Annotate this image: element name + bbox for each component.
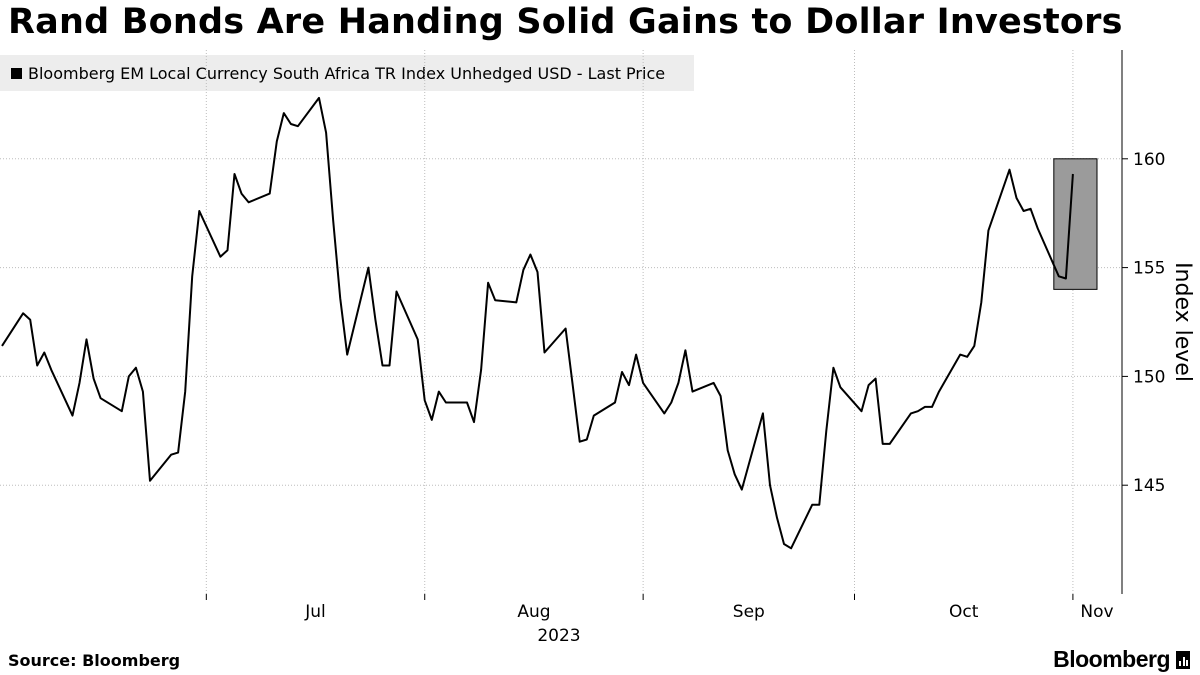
series-line xyxy=(1,96,1074,550)
x-tick-label: Aug xyxy=(517,602,550,622)
x-year-label: 2023 xyxy=(537,626,580,646)
x-tick-label: Sep xyxy=(733,602,765,622)
x-tick-label: Jul xyxy=(304,602,326,622)
bloomberg-terminal-icon xyxy=(1176,650,1190,669)
x-tick-label: Nov xyxy=(1080,602,1113,622)
highlight-box xyxy=(1053,158,1098,290)
y-tick-label: 160 xyxy=(1133,150,1165,170)
x-tick-label: Oct xyxy=(949,602,979,622)
y-tick-label: 150 xyxy=(1133,367,1165,387)
y-tick-label: 155 xyxy=(1133,259,1165,279)
brand-name: Bloomberg xyxy=(1053,646,1170,672)
chart-title: Rand Bonds Are Handing Solid Gains to Do… xyxy=(8,2,1123,42)
y-tick-label: 145 xyxy=(1133,476,1165,496)
y-axis-title: Index level xyxy=(1170,262,1195,382)
legend-label: Bloomberg EM Local Currency South Africa… xyxy=(28,63,666,83)
legend-swatch xyxy=(11,67,22,79)
chart-legend: Bloomberg EM Local Currency South Africa… xyxy=(0,55,694,91)
brand-logo: Bloomberg xyxy=(1053,646,1190,673)
source-note: Source: Bloomberg xyxy=(8,651,181,670)
